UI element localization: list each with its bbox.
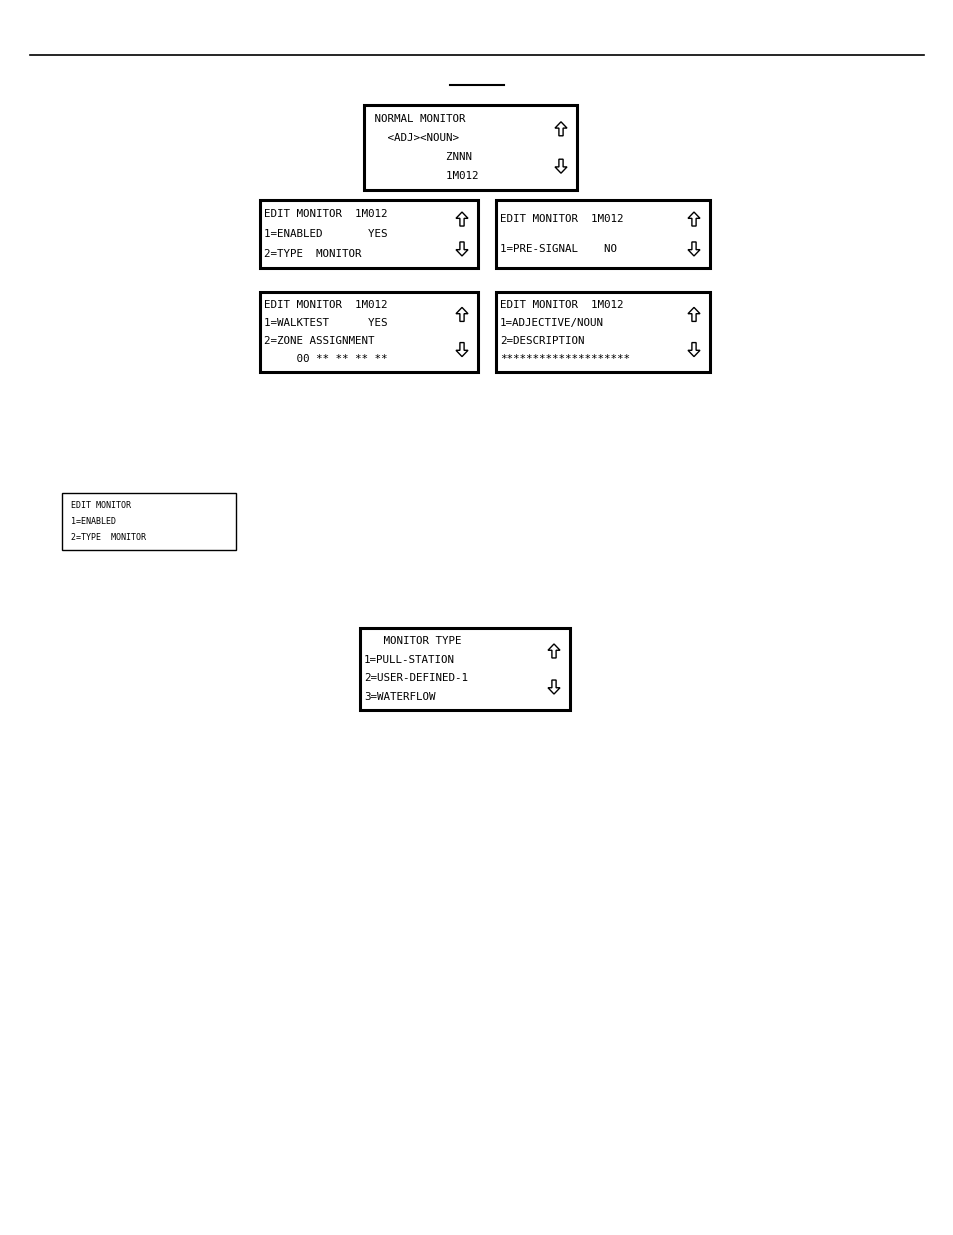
Text: EDIT MONITOR  1M012: EDIT MONITOR 1M012 [499,300,623,310]
Polygon shape [456,342,468,357]
Bar [260,200,477,268]
Text: 2=DESCRIPTION: 2=DESCRIPTION [499,336,584,346]
Polygon shape [456,308,468,321]
Polygon shape [687,212,700,226]
Text: 1=WALKTEST      YES: 1=WALKTEST YES [264,317,387,329]
Polygon shape [456,212,468,226]
Text: 1M012: 1M012 [368,172,478,182]
Polygon shape [687,308,700,321]
Text: EDIT MONITOR: EDIT MONITOR [66,500,131,510]
Text: EDIT MONITOR  1M012: EDIT MONITOR 1M012 [264,300,387,310]
Text: EDIT MONITOR  1M012: EDIT MONITOR 1M012 [264,209,387,219]
Text: 2=ZONE ASSIGNMENT: 2=ZONE ASSIGNMENT [264,336,375,346]
Text: 1=PRE-SIGNAL    NO: 1=PRE-SIGNAL NO [499,245,617,254]
Text: 1=ENABLED       YES: 1=ENABLED YES [264,228,387,240]
Polygon shape [687,242,700,256]
Polygon shape [555,159,566,173]
Text: 1=ENABLED: 1=ENABLED [66,517,116,526]
Text: ZNNN: ZNNN [368,152,472,162]
Polygon shape [547,680,559,694]
Text: NORMAL MONITOR: NORMAL MONITOR [368,114,465,124]
Polygon shape [687,342,700,357]
Bar [260,291,477,372]
Bar [364,105,577,190]
Text: 00 ** ** ** **: 00 ** ** ** ** [264,354,387,364]
Bar [359,629,569,710]
Polygon shape [456,242,468,256]
Text: <ADJ><NOUN>: <ADJ><NOUN> [368,133,458,143]
Text: MONITOR TYPE: MONITOR TYPE [364,636,461,646]
Bar [496,200,709,268]
Polygon shape [547,643,559,658]
Text: ********************: ******************** [499,354,629,364]
Text: EDIT MONITOR  1M012: EDIT MONITOR 1M012 [499,214,623,224]
Bar [62,493,235,550]
Text: 1=PULL-STATION: 1=PULL-STATION [364,655,455,664]
Text: 1=ADJECTIVE/NOUN: 1=ADJECTIVE/NOUN [499,317,603,329]
Text: 2=USER-DEFINED-1: 2=USER-DEFINED-1 [364,673,468,683]
Text: 2=TYPE  MONITOR: 2=TYPE MONITOR [66,534,146,542]
Polygon shape [555,122,566,136]
Bar [496,291,709,372]
Text: 3=WATERFLOW: 3=WATERFLOW [364,692,435,701]
Text: 2=TYPE  MONITOR: 2=TYPE MONITOR [264,249,361,259]
